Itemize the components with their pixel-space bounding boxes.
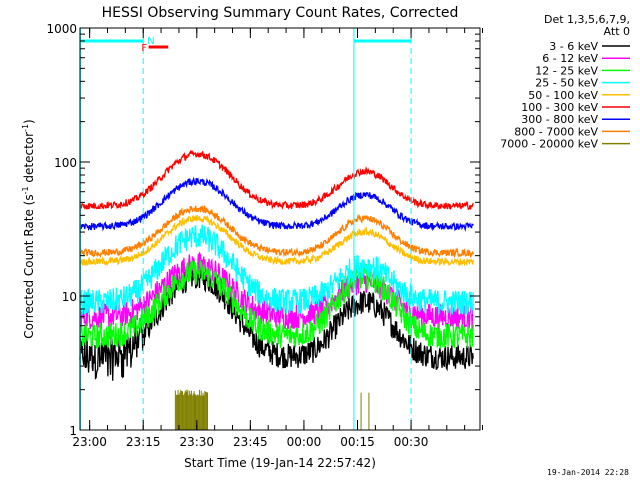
y-tick-label: 100 — [54, 156, 77, 170]
series-line-4 — [79, 224, 474, 315]
series-line-5 — [79, 214, 474, 267]
plot-frame — [79, 27, 481, 431]
legend-label-5: 50 - 100 keV — [528, 89, 598, 102]
overlay-layer: NF — [79, 28, 412, 430]
y-tick-label: 10 — [62, 290, 77, 304]
series-line-8 — [79, 205, 474, 259]
y-axis-label-mid: detector — [22, 132, 36, 187]
legend-label-8: 800 - 7000 keV — [514, 125, 598, 138]
x-tick-label: 00:15 — [340, 435, 375, 449]
legend-header-line1: Det 1,3,5,6,7,9, — [544, 13, 630, 26]
flag-n-label: N — [147, 36, 154, 47]
series-line-6 — [79, 149, 474, 211]
series-line-1 — [79, 263, 474, 381]
x-tick-label: 00:30 — [394, 435, 429, 449]
legend-label-6: 100 - 300 keV — [521, 101, 598, 114]
legend-label-2: 6 - 12 keV — [542, 52, 598, 65]
x-tick-label: 23:15 — [126, 435, 161, 449]
x-tick-label: 23:00 — [72, 435, 107, 449]
legend-label-3: 12 - 25 keV — [535, 64, 598, 77]
y-axis-label-exp1: -1 — [21, 186, 30, 194]
legend-label-9: 7000 - 20000 keV — [500, 138, 598, 151]
y-axis-label-main: Corrected Count Rate (s — [22, 194, 36, 338]
legend-label-7: 300 - 800 keV — [521, 113, 598, 126]
legend-label-4: 25 - 50 keV — [535, 77, 598, 90]
legend-label-1: 3 - 6 keV — [549, 40, 598, 53]
x-tick-label: 00:00 — [287, 435, 322, 449]
x-axis-label: Start Time (19-Jan-14 22:57:42) — [184, 456, 376, 470]
y-tick-label: 1 — [69, 424, 77, 438]
legend-header-line2: Att 0 — [604, 25, 630, 38]
plot-timestamp: 19-Jan-2014 22:28 — [547, 468, 629, 477]
series-line-3 — [79, 259, 474, 349]
y-tick-label: 1000 — [46, 22, 77, 36]
y-axis-label-tail: ) — [22, 119, 36, 124]
x-tick-label: 23:45 — [233, 435, 268, 449]
x-tick-label: 23:30 — [179, 435, 214, 449]
y-axis-label: Corrected Count Rate (s-1 detector-1) — [21, 119, 36, 338]
flag-f-label: F — [141, 43, 147, 54]
y-axis-label-exp2: -1 — [21, 124, 30, 132]
series-line-7 — [79, 176, 474, 233]
series-layer — [79, 149, 474, 430]
axis-layer: 1 10 100 1000 23:00 23:15 23:30 23:45 00:00 00:15… — [46, 22, 483, 449]
chart-title: HESSI Observing Summary Count Rates, Cor… — [102, 5, 459, 21]
